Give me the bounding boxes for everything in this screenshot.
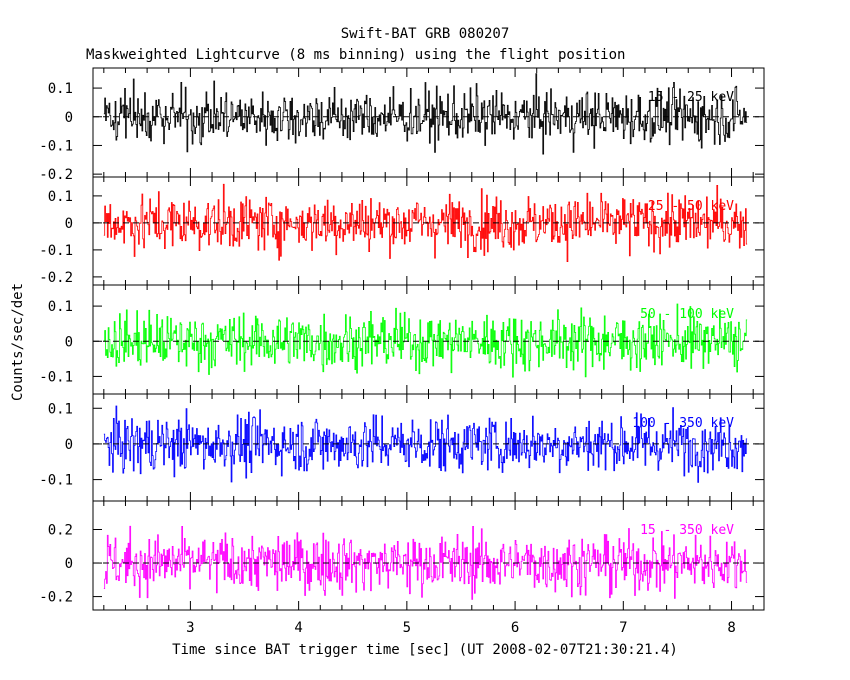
series-line: [103, 73, 748, 155]
y-tick-label: 0: [65, 556, 73, 572]
y-tick-label: 0.1: [48, 299, 73, 315]
panel-2: 0.1 0 -0.1 -0.2 25 - 50 keV: [39, 176, 765, 286]
x-tick-label: 7: [619, 620, 627, 636]
band-label: 25 - 50 keV: [648, 199, 734, 214]
panel-3: 0.1 0 -0.1 50 - 100 keV: [39, 284, 765, 395]
y-tick-label: 0.1: [48, 81, 73, 97]
panel-5: 0.2 0 -0.2 15 - 350 keV: [39, 500, 765, 611]
band-label: 50 - 100 keV: [640, 307, 734, 322]
x-tick-label: 4: [294, 620, 302, 636]
panel-4: 0.1 0 -0.1 100 - 350 keV: [39, 393, 765, 502]
chart-subtitle: Maskweighted Lightcurve (8 ms binning) u…: [86, 47, 625, 63]
y-tick-label: -0.2: [39, 167, 73, 183]
band-label: 100 - 350 keV: [632, 416, 734, 431]
y-tick-label: -0.1: [39, 369, 73, 385]
y-tick-label: -0.1: [39, 473, 73, 489]
y-axis-label: Counts/sec/det: [10, 283, 26, 401]
chart-title: Swift-BAT GRB 080207: [341, 26, 510, 42]
y-tick-label: 0.2: [48, 523, 73, 539]
x-axis-label: Time since BAT trigger time [sec] (UT 20…: [172, 642, 678, 658]
panel-1: 0.1 0 -0.1 -0.2 15 - 25 keV: [39, 67, 765, 183]
y-tick-label: 0: [65, 334, 73, 350]
y-tick-label: 0: [65, 110, 73, 126]
y-tick-label: 0.1: [48, 189, 73, 205]
band-label: 15 - 25 keV: [648, 90, 734, 105]
series-line: [103, 183, 748, 262]
band-label: 15 - 350 keV: [640, 523, 734, 538]
y-tick-label: 0: [65, 216, 73, 232]
y-tick-label: 0.1: [48, 401, 73, 417]
y-tick-label: 0: [65, 437, 73, 453]
y-tick-label: -0.1: [39, 243, 73, 259]
x-tick-label: 5: [403, 620, 411, 636]
panels-group: 0.1 0 -0.1 -0.2 15 - 25 keV 0.1 0 -0.1 -0.2 25 - …: [39, 67, 765, 636]
series-line: [103, 525, 748, 600]
x-tick-label: 3: [186, 620, 194, 636]
x-tick-label: 8: [727, 620, 735, 636]
y-tick-label: -0.2: [39, 270, 73, 286]
y-tick-label: -0.1: [39, 138, 73, 154]
series-line: [103, 405, 748, 483]
y-tick-label: -0.2: [39, 590, 73, 606]
x-tick-label: 6: [511, 620, 519, 636]
